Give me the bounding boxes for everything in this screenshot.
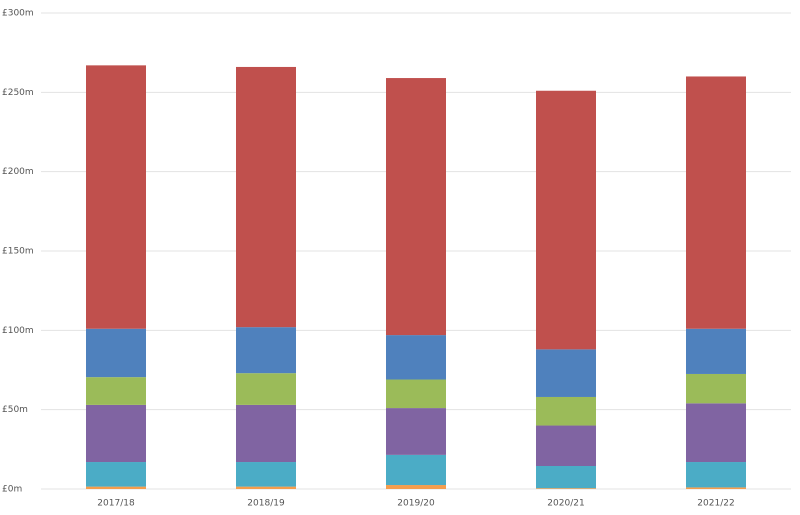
x-tick-label: 2021/22 xyxy=(697,499,734,509)
bar-segment xyxy=(686,328,746,374)
bar-segment xyxy=(686,462,746,488)
bar-segment xyxy=(386,454,446,486)
bar-segment xyxy=(686,76,746,329)
y-tick-label: £50m xyxy=(2,405,28,415)
bar-segment xyxy=(386,408,446,455)
bar-segment xyxy=(536,396,596,426)
x-tick-label: 2019/20 xyxy=(397,499,435,509)
bar-segment xyxy=(86,328,146,378)
bar-segment xyxy=(86,404,146,463)
y-tick-label: £150m xyxy=(2,247,34,257)
y-tick-label: £0m xyxy=(2,485,22,495)
bar-segment xyxy=(86,486,146,489)
bar-segment xyxy=(536,349,596,397)
bar-segment xyxy=(536,425,596,466)
y-tick-label: £300m xyxy=(2,9,34,19)
bar-segment xyxy=(536,465,596,489)
bar-segment xyxy=(686,487,746,489)
x-tick-label: 2018/19 xyxy=(247,499,285,509)
bar-segment xyxy=(236,373,296,405)
bar-segment xyxy=(386,485,446,489)
bar-segment xyxy=(236,66,296,328)
bar-segment xyxy=(686,403,746,463)
bar-segment xyxy=(86,377,146,405)
y-tick-label: £250m xyxy=(2,88,34,98)
bar-segment xyxy=(386,379,446,409)
bar-segment xyxy=(236,462,296,487)
bar-segment xyxy=(86,65,146,329)
bar-segment xyxy=(236,486,296,489)
y-tick-label: £100m xyxy=(2,326,34,336)
bar-segment xyxy=(236,327,296,374)
bar-segment xyxy=(86,462,146,487)
x-tick-label: 2017/18 xyxy=(97,499,135,509)
bar-segment xyxy=(686,373,746,404)
bar-segment xyxy=(386,78,446,336)
x-tick-label: 2020/21 xyxy=(547,499,584,509)
y-tick-label: £200m xyxy=(2,167,34,177)
bar-segment xyxy=(536,488,596,489)
bar-segment xyxy=(386,335,446,380)
bar-segment xyxy=(536,90,596,350)
bar-segment xyxy=(236,404,296,463)
